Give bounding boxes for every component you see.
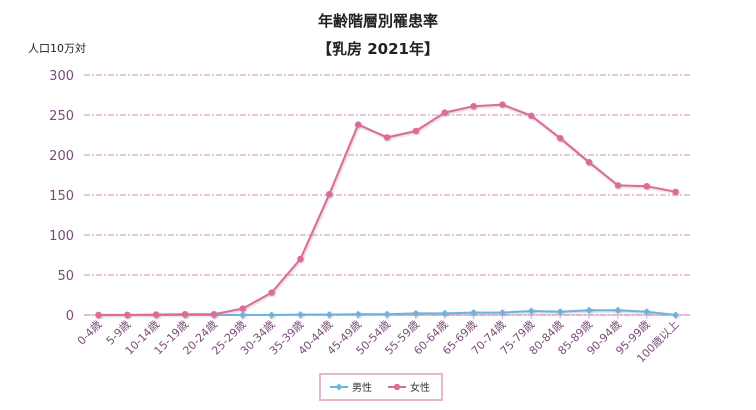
data-point xyxy=(383,134,391,141)
data-point xyxy=(643,308,651,316)
y-tick-label: 50 xyxy=(57,269,74,284)
data-point xyxy=(527,307,535,315)
data-point xyxy=(95,311,102,319)
legend-marker xyxy=(393,383,401,391)
y-tick-label: 0 xyxy=(66,309,74,324)
data-point xyxy=(181,311,189,318)
legend-label: 女性 xyxy=(410,381,430,394)
data-point xyxy=(325,311,333,319)
data-point xyxy=(383,310,391,318)
data-point xyxy=(152,311,160,318)
data-point xyxy=(268,289,275,296)
legend-marker xyxy=(335,383,343,391)
data-point xyxy=(643,183,650,190)
data-point xyxy=(441,109,448,116)
data-point xyxy=(210,311,218,318)
data-point xyxy=(354,310,362,318)
y-tick-label: 300 xyxy=(49,69,74,84)
legend-label: 男性 xyxy=(352,381,372,394)
data-point xyxy=(296,311,304,319)
data-point xyxy=(585,159,593,166)
data-point xyxy=(124,311,131,319)
data-point xyxy=(297,255,304,263)
y-tick-label: 100 xyxy=(49,229,74,244)
y-tick-label: 150 xyxy=(49,189,74,204)
chart-title: 年齢階層別罹患率 xyxy=(317,12,438,30)
data-point xyxy=(499,101,506,108)
data-point xyxy=(498,309,506,317)
data-point xyxy=(672,311,680,319)
data-point xyxy=(470,103,477,110)
data-point xyxy=(412,309,420,317)
data-point xyxy=(412,127,420,135)
data-point xyxy=(614,306,622,314)
y-axis-label: 人口10万対 xyxy=(28,42,86,55)
chart-subtitle: 【乳房 2021年】 xyxy=(317,40,439,58)
data-point xyxy=(354,121,362,128)
data-point xyxy=(326,191,333,198)
legend-item: 男性 xyxy=(330,381,372,394)
y-tick-label: 200 xyxy=(49,149,74,164)
data-point xyxy=(556,135,564,142)
data-point xyxy=(268,311,276,319)
data-point xyxy=(556,308,564,316)
data-point xyxy=(528,112,535,120)
data-point xyxy=(614,182,622,189)
data-point xyxy=(239,305,246,312)
data-point xyxy=(470,309,478,317)
data-point xyxy=(441,309,449,317)
data-point xyxy=(585,306,593,314)
y-tick-label: 250 xyxy=(49,109,74,124)
legend-item: 女性 xyxy=(388,381,430,394)
data-point xyxy=(239,311,247,319)
data-point xyxy=(672,188,679,195)
x-tick-label: 0-4歳 xyxy=(75,318,105,348)
series-female xyxy=(95,101,679,319)
